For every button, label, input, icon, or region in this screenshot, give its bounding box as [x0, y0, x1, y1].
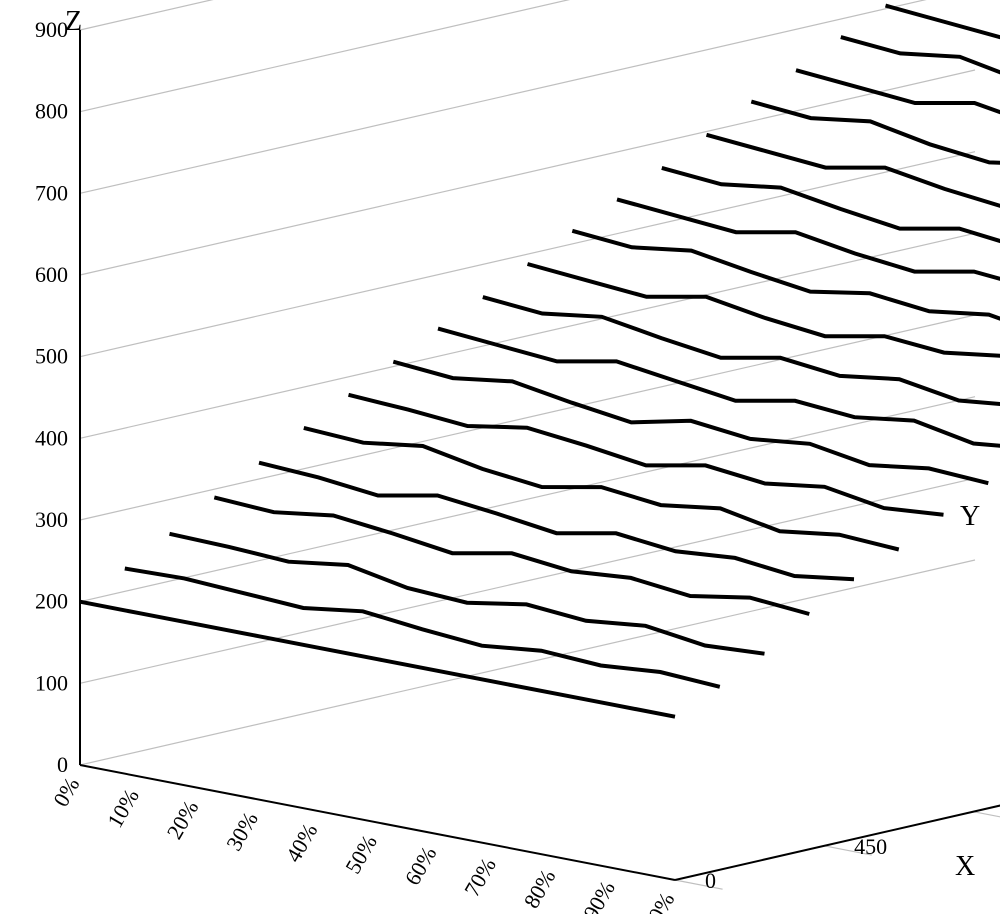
x-tick: 90%: [578, 877, 620, 914]
x-tick: 40%: [281, 819, 323, 866]
series-line: [930, 0, 1000, 97]
z-tick: 500: [35, 344, 68, 369]
x-tick: 30%: [221, 808, 263, 855]
floor-gridlines: [675, 675, 1000, 889]
three-d-line-chart: 0 100 200 300 400 500 600 700 800 900 0% 10% 20% 30%…: [0, 0, 1000, 914]
data-series: [80, 0, 1000, 717]
x-tick: 70%: [459, 854, 501, 901]
z-tick: 900: [35, 17, 68, 42]
x-tick: 80%: [519, 865, 561, 912]
x-tick: 20%: [162, 796, 204, 843]
z-tick: 700: [35, 180, 68, 205]
x-axis-label: X: [955, 851, 975, 882]
series-line: [751, 102, 1000, 225]
z-tick: 800: [35, 99, 68, 124]
x-tick: 10%: [102, 785, 144, 832]
z-tick-labels: 0100200300400500600700800900: [35, 17, 68, 777]
z-tick: 300: [35, 507, 68, 532]
x-tick: 60%: [400, 842, 442, 889]
z-tick: 400: [35, 425, 68, 450]
x-tick: 100%: [632, 888, 679, 914]
y-axis-label: Y: [960, 501, 980, 532]
z-tick: 100: [35, 670, 68, 695]
y-tick: 0: [705, 868, 716, 893]
z-axis-label: Z: [65, 6, 82, 37]
x-tick: 0%: [48, 773, 84, 811]
series-line: [304, 428, 899, 550]
z-tick: 600: [35, 262, 68, 287]
axes: [80, 30, 1000, 880]
x-tick: 50%: [340, 831, 382, 878]
y-tick: 450: [854, 834, 887, 859]
z-tick: 200: [35, 589, 68, 614]
x-tick-labels: 0% 10% 20% 30% 40% 50% 60% 70% 80% 90% 100%: [48, 773, 679, 914]
